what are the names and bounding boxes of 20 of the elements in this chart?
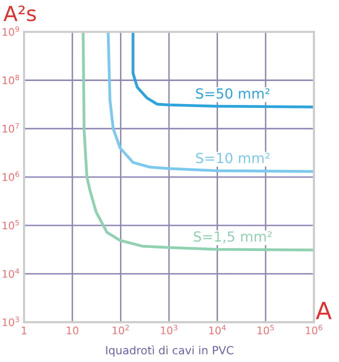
x-tick-label: 10$^{3}$ [160, 324, 178, 334]
y-tick-label: 10$^{6}$ [2, 171, 20, 182]
series-label: S=1,5 mm² [194, 231, 272, 244]
x-tick-label: 10$^{2}$ [112, 324, 129, 334]
x-tick-label: 10$^{5}$ [258, 324, 274, 334]
x-tick-label: 10$^{6}$ [306, 324, 322, 334]
x-tick-label: 10$^{4}$ [209, 324, 226, 334]
series-label: S=10 mm² [196, 152, 270, 164]
x-tick-label: 1 [22, 326, 26, 334]
y-tick-label: 10$^{7}$ [2, 123, 19, 133]
y-axis-title: A²s [4, 6, 36, 22]
y-tick-label: 10$^{9}$ [2, 26, 20, 36]
y-tick-label: 10$^{5}$ [2, 220, 19, 230]
text: Iquadrotì di cavi in PVC [106, 345, 234, 357]
series-label: S=50 mm² [196, 88, 270, 99]
y-tick-label: 10$^{3}$ [2, 316, 19, 326]
y-tick-label: 10$^{4}$ [2, 268, 20, 278]
y-tick-label: 10$^{8}$ [2, 74, 20, 84]
x-tick-label: 10 [66, 326, 78, 334]
x-axis-title: A [316, 302, 332, 320]
